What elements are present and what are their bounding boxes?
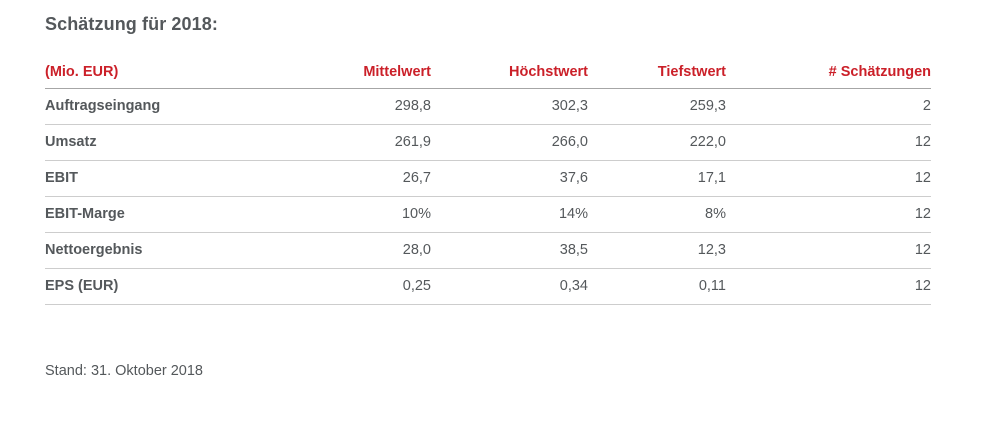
table-row-nettoergebnis: Nettoergebnis 28,0 38,5 12,3 12 [45,232,931,269]
row-label: EBIT [45,160,296,197]
column-header-schaetzungen: # Schätzungen [726,64,931,89]
cell-hoechstwert: 38,5 [431,232,588,269]
cell-mittelwert: 26,7 [296,160,431,197]
cell-schaetzungen: 12 [726,232,931,269]
table-row-eps: EPS (EUR) 0,25 0,34 0,11 12 [45,268,931,305]
cell-mittelwert: 298,8 [296,88,431,125]
as-of-date-note: Stand: 31. Oktober 2018 [45,363,203,379]
table-row-auftragseingang: Auftragseingang 298,8 302,3 259,3 2 [45,88,931,125]
page-title: Schätzung für 2018: [45,14,218,34]
cell-schaetzungen: 12 [726,196,931,233]
cell-tiefstwert: 259,3 [588,88,726,125]
cell-tiefstwert: 0,11 [588,268,726,305]
cell-schaetzungen: 12 [726,268,931,305]
row-label: Auftragseingang [45,88,296,125]
cell-mittelwert: 28,0 [296,232,431,269]
cell-hoechstwert: 0,34 [431,268,588,305]
cell-tiefstwert: 8% [588,196,726,233]
estimates-table: (Mio. EUR) Mittelwert Höchstwert Tiefstw… [45,64,931,305]
cell-hoechstwert: 37,6 [431,160,588,197]
table-header-row: (Mio. EUR) Mittelwert Höchstwert Tiefstw… [45,64,931,89]
cell-tiefstwert: 12,3 [588,232,726,269]
cell-schaetzungen: 2 [726,88,931,125]
column-header-mittelwert: Mittelwert [296,64,431,89]
table-row-umsatz: Umsatz 261,9 266,0 222,0 12 [45,124,931,161]
cell-mittelwert: 261,9 [296,124,431,161]
cell-mittelwert: 10% [296,196,431,233]
row-label: EPS (EUR) [45,268,296,305]
table-row-ebit: EBIT 26,7 37,6 17,1 12 [45,160,931,197]
cell-hoechstwert: 14% [431,196,588,233]
row-label: Nettoergebnis [45,232,296,269]
cell-hoechstwert: 302,3 [431,88,588,125]
column-header-tiefstwert: Tiefstwert [588,64,726,89]
row-label: EBIT-Marge [45,196,296,233]
cell-schaetzungen: 12 [726,160,931,197]
cell-mittelwert: 0,25 [296,268,431,305]
row-label: Umsatz [45,124,296,161]
cell-tiefstwert: 17,1 [588,160,726,197]
column-header-hoechstwert: Höchstwert [431,64,588,89]
cell-schaetzungen: 12 [726,124,931,161]
cell-hoechstwert: 266,0 [431,124,588,161]
cell-tiefstwert: 222,0 [588,124,726,161]
column-header-unit: (Mio. EUR) [45,64,296,89]
estimates-section: Schätzung für 2018: (Mio. EUR) Mittelwer… [45,14,931,379]
table-row-ebit-marge: EBIT-Marge 10% 14% 8% 12 [45,196,931,233]
